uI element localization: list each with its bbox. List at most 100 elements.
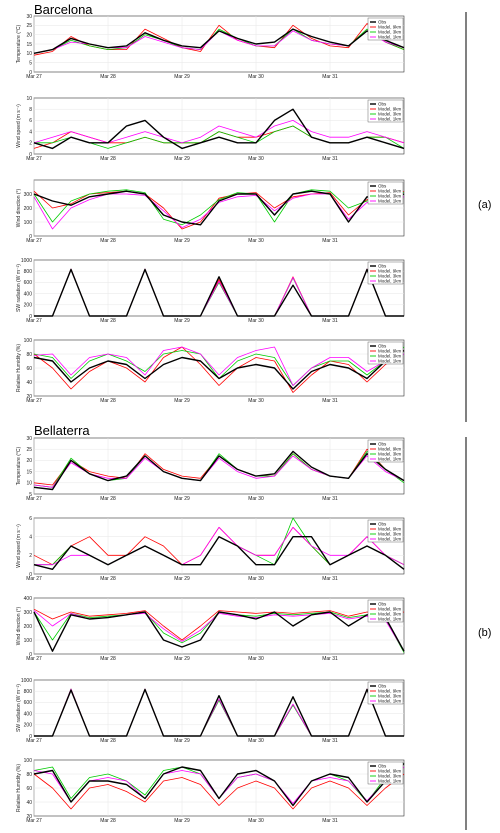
y-tick-label: 20 bbox=[26, 814, 32, 820]
x-tick-label: Mar 30 bbox=[248, 156, 264, 162]
panel-bellaterra-9: 20 40 60 80 100 Mar 27 Mar 28 Mar 29 Mar 30 Mar 3… bbox=[16, 758, 405, 824]
y-tick-label: 600 bbox=[24, 700, 33, 706]
x-tick-label: Mar 30 bbox=[248, 238, 264, 244]
y-tick-label: 80 bbox=[26, 352, 32, 358]
series-line-model-9km bbox=[33, 773, 405, 810]
x-tick-label: Mar 27 bbox=[26, 74, 42, 80]
y-tick-label: 300 bbox=[24, 610, 33, 616]
x-tick-label: Mar 29 bbox=[174, 398, 190, 404]
legend-box bbox=[367, 681, 404, 705]
legend-entry-model-3km: Model, 3km bbox=[378, 532, 402, 537]
legend-entry-obs: Obs bbox=[378, 102, 387, 107]
y-tick-label: 400 bbox=[24, 596, 33, 602]
legend-entry-obs: Obs bbox=[378, 442, 387, 447]
y-tick-label: 60 bbox=[26, 366, 32, 372]
y-tick-label: 1000 bbox=[21, 258, 32, 264]
x-tick-label: Mar 31 bbox=[322, 656, 338, 662]
panel-bellaterra-7: 0 100 200 300 400 Mar 27 Mar 28 Mar 29 Mar 30 Mar… bbox=[16, 596, 405, 662]
y-tick-label: 15 bbox=[26, 469, 32, 475]
x-tick-label: Mar 28 bbox=[100, 74, 116, 80]
y-tick-label: 100 bbox=[24, 758, 33, 764]
y-tick-label: 6 bbox=[29, 516, 32, 522]
x-tick-label: Mar 31 bbox=[322, 738, 338, 744]
legend-entry-obs: Obs bbox=[378, 764, 387, 769]
x-tick-label: Mar 31 bbox=[322, 238, 338, 244]
y-axis-label: Temperature (°C) bbox=[16, 446, 22, 485]
series-line-model-9km bbox=[33, 346, 405, 393]
y-axis-label: Relative Humidity (%) bbox=[16, 764, 22, 812]
legend-entry-model-1km: Model, 1km bbox=[378, 537, 402, 542]
series-line-model-1km bbox=[33, 120, 405, 144]
legend-entry-model-1km: Model, 1km bbox=[378, 699, 402, 704]
legend-entry-model-9km: Model, 9km bbox=[378, 527, 402, 532]
legend-box bbox=[367, 439, 404, 463]
legend-entry-obs: Obs bbox=[378, 344, 387, 349]
legend-entry-model-3km: Model, 3km bbox=[378, 694, 402, 699]
x-tick-label: Mar 29 bbox=[174, 496, 190, 502]
legend-entry-model-3km: Model, 3km bbox=[378, 194, 402, 199]
legend-entry-model-1km: Model, 1km bbox=[378, 779, 402, 784]
legend-box bbox=[367, 181, 404, 205]
series-line-obs bbox=[33, 349, 405, 390]
y-tick-label: 5 bbox=[29, 492, 32, 498]
y-axis-label: Relative Humidity (%) bbox=[16, 344, 22, 392]
panel-barcelona-3: 0 200 400 600 800 1000 Mar 27 Mar 28 Mar 29 Mar 3… bbox=[16, 258, 405, 324]
x-tick-label: Mar 29 bbox=[174, 818, 190, 824]
plot-frame bbox=[33, 679, 405, 737]
panel-label-a: (a) bbox=[478, 199, 491, 211]
y-tick-label: 10 bbox=[26, 96, 32, 102]
x-tick-label: Mar 28 bbox=[100, 496, 116, 502]
series-line-obs bbox=[34, 268, 404, 317]
y-tick-label: 300 bbox=[24, 192, 33, 198]
panel-bellaterra-5: 5 10 15 20 25 30 Mar 27 Mar 28 Mar 29 Mar 30 Mar 3… bbox=[16, 436, 405, 502]
x-tick-label: Mar 28 bbox=[100, 656, 116, 662]
legend-box bbox=[367, 261, 404, 285]
site-title-bellaterra: Bellaterra bbox=[34, 423, 90, 438]
y-tick-label: 6 bbox=[29, 118, 32, 124]
legend-box bbox=[367, 341, 404, 365]
y-tick-label: 30 bbox=[26, 436, 32, 442]
series-line-obs bbox=[33, 190, 405, 226]
legend-entry-model-1km: Model, 1km bbox=[378, 457, 402, 462]
x-tick-label: Mar 29 bbox=[174, 576, 190, 582]
y-tick-label: 400 bbox=[24, 291, 33, 297]
y-tick-label: 200 bbox=[24, 723, 33, 729]
series-line-model-9km bbox=[33, 608, 405, 641]
legend-entry-model-3km: Model, 3km bbox=[378, 30, 402, 35]
y-tick-label: 800 bbox=[24, 269, 33, 275]
legend-entry-model-1km: Model, 1km bbox=[378, 279, 402, 284]
x-tick-label: Mar 31 bbox=[322, 74, 338, 80]
legend-entry-model-9km: Model, 9km bbox=[378, 607, 402, 612]
panel-barcelona-0: 0 5 10 15 20 25 30 Mar 27 Mar 28 Mar 29 Mar 30 Mar … bbox=[16, 14, 405, 80]
x-tick-label: Mar 30 bbox=[248, 818, 264, 824]
series-line-model-1km bbox=[33, 346, 405, 386]
y-tick-label: 20 bbox=[26, 32, 32, 38]
x-tick-label: Mar 30 bbox=[248, 496, 264, 502]
x-tick-label: Mar 27 bbox=[26, 818, 42, 824]
legend-entry-model-1km: Model, 1km bbox=[378, 35, 402, 40]
legend-box bbox=[367, 17, 404, 41]
x-tick-label: Mar 30 bbox=[248, 74, 264, 80]
legend-entry-model-9km: Model, 9km bbox=[378, 189, 402, 194]
legend-entry-model-3km: Model, 3km bbox=[378, 774, 402, 779]
legend-entry-model-9km: Model, 9km bbox=[378, 769, 402, 774]
x-tick-label: Mar 27 bbox=[26, 496, 42, 502]
y-tick-label: 2 bbox=[29, 553, 32, 559]
legend-entry-model-9km: Model, 9km bbox=[378, 107, 402, 112]
y-tick-label: 10 bbox=[26, 51, 32, 57]
panel-label-b: (b) bbox=[478, 627, 491, 639]
x-tick-label: Mar 27 bbox=[26, 238, 42, 244]
legend-entry-obs: Obs bbox=[378, 184, 387, 189]
y-tick-label: 25 bbox=[26, 23, 32, 29]
legend-entry-model-3km: Model, 3km bbox=[378, 112, 402, 117]
legend-box bbox=[367, 761, 404, 785]
y-tick-label: 0 bbox=[29, 234, 32, 240]
panel-bellaterra-6: 0 2 4 6 Mar 27 Mar 28 Mar 29 Mar 30 Mar 31 Wind s… bbox=[16, 516, 405, 582]
x-tick-label: Mar 31 bbox=[322, 496, 338, 502]
legend-entry-model-3km: Model, 3km bbox=[378, 452, 402, 457]
y-axis-label: SW radiation (W m⁻²) bbox=[16, 264, 22, 312]
x-tick-label: Mar 28 bbox=[100, 576, 116, 582]
x-tick-label: Mar 31 bbox=[322, 818, 338, 824]
legend-entry-obs: Obs bbox=[378, 602, 387, 607]
panel-barcelona-4: 20 40 60 80 100 Mar 27 Mar 28 Mar 29 Mar 30 Mar 3… bbox=[16, 338, 405, 404]
